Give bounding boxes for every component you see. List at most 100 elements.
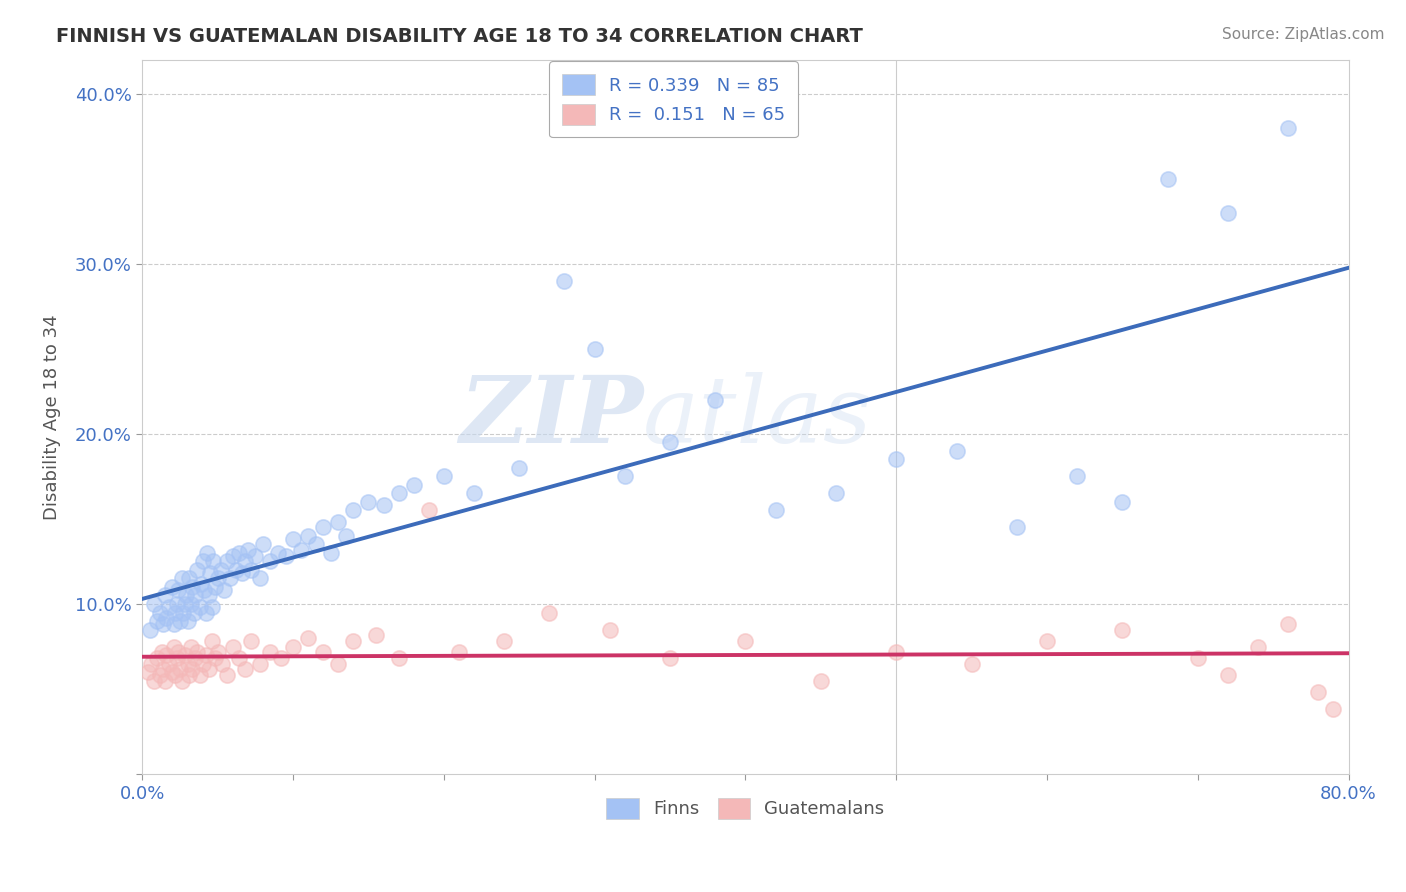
Point	[402, 478, 425, 492]
Point	[190, 576, 212, 591]
Point	[186, 563, 208, 577]
Point	[538, 606, 561, 620]
Point	[159, 657, 181, 671]
Point	[884, 452, 907, 467]
Point	[153, 589, 176, 603]
Point	[319, 546, 342, 560]
Point	[155, 648, 177, 662]
Point	[149, 668, 172, 682]
Point	[734, 634, 756, 648]
Point	[463, 486, 485, 500]
Point	[267, 546, 290, 560]
Point	[184, 651, 207, 665]
Point	[139, 623, 162, 637]
Point	[143, 597, 166, 611]
Point	[163, 640, 186, 654]
Point	[1005, 520, 1028, 534]
Point	[162, 665, 184, 679]
Point	[960, 657, 983, 671]
Point	[211, 657, 233, 671]
Text: Source: ZipAtlas.com: Source: ZipAtlas.com	[1222, 27, 1385, 42]
Point	[290, 542, 312, 557]
Point	[191, 657, 214, 671]
Point	[204, 580, 226, 594]
Point	[388, 486, 411, 500]
Point	[281, 640, 304, 654]
Point	[201, 600, 224, 615]
Point	[259, 645, 281, 659]
Point	[1216, 668, 1239, 682]
Point	[704, 392, 727, 407]
Point	[259, 554, 281, 568]
Point	[765, 503, 787, 517]
Point	[447, 645, 470, 659]
Point	[209, 563, 232, 577]
Point	[613, 469, 636, 483]
Point	[194, 648, 217, 662]
Point	[312, 520, 335, 534]
Text: FINNISH VS GUATEMALAN DISABILITY AGE 18 TO 34 CORRELATION CHART: FINNISH VS GUATEMALAN DISABILITY AGE 18 …	[56, 27, 863, 45]
Point	[297, 529, 319, 543]
Point	[143, 673, 166, 688]
Point	[169, 662, 191, 676]
Point	[152, 617, 174, 632]
Point	[494, 634, 516, 648]
Point	[884, 645, 907, 659]
Point	[153, 673, 176, 688]
Point	[281, 533, 304, 547]
Point	[194, 606, 217, 620]
Point	[167, 645, 190, 659]
Point	[172, 606, 194, 620]
Point	[305, 537, 328, 551]
Point	[207, 645, 229, 659]
Y-axis label: Disability Age 18 to 34: Disability Age 18 to 34	[44, 314, 60, 520]
Legend: Finns, Guatemalans: Finns, Guatemalans	[599, 790, 891, 826]
Point	[176, 614, 198, 628]
Point	[233, 662, 256, 676]
Point	[184, 589, 207, 603]
Point	[201, 634, 224, 648]
Point	[1247, 640, 1270, 654]
Point	[342, 634, 364, 648]
Point	[149, 606, 172, 620]
Point	[231, 566, 253, 581]
Point	[166, 597, 188, 611]
Point	[357, 495, 380, 509]
Point	[167, 583, 190, 598]
Point	[297, 631, 319, 645]
Point	[810, 673, 832, 688]
Point	[945, 443, 967, 458]
Point	[170, 572, 193, 586]
Point	[1156, 171, 1178, 186]
Point	[249, 657, 271, 671]
Point	[252, 537, 274, 551]
Point	[222, 640, 245, 654]
Point	[335, 529, 357, 543]
Point	[146, 651, 169, 665]
Point	[165, 606, 187, 620]
Point	[204, 651, 226, 665]
Point	[177, 668, 200, 682]
Point	[270, 651, 292, 665]
Point	[207, 572, 229, 586]
Point	[166, 651, 188, 665]
Point	[162, 580, 184, 594]
Point	[1277, 120, 1299, 135]
Point	[228, 651, 250, 665]
Point	[197, 589, 219, 603]
Point	[328, 516, 350, 530]
Point	[181, 580, 204, 594]
Point	[170, 673, 193, 688]
Point	[364, 627, 387, 641]
Point	[176, 657, 198, 671]
Point	[212, 583, 235, 598]
Point	[659, 651, 682, 665]
Point	[222, 549, 245, 564]
Point	[1036, 634, 1059, 648]
Point	[1111, 495, 1133, 509]
Point	[173, 648, 195, 662]
Point	[197, 662, 219, 676]
Point	[177, 572, 200, 586]
Point	[152, 662, 174, 676]
Point	[136, 665, 159, 679]
